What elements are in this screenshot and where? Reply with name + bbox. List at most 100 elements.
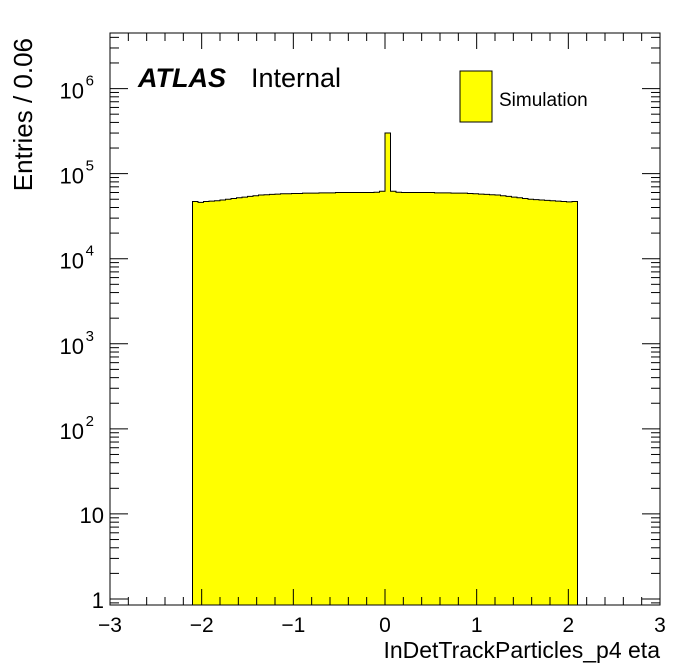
y-tick-exponent: 2 (86, 413, 94, 430)
histogram-bar (280, 193, 287, 605)
histogram-bar (495, 195, 501, 605)
histogram-bar (440, 192, 446, 605)
histogram-bar (236, 197, 243, 606)
histogram-bar (275, 194, 281, 605)
atlas-label: ATLAS (137, 63, 226, 93)
histogram-bar (385, 133, 391, 606)
histogram-bar (484, 194, 490, 606)
histogram-bar (242, 197, 248, 605)
y-tick-exponent: 4 (86, 243, 94, 260)
y-tick-label: 10 (60, 419, 84, 444)
y-tick-exponent: 3 (86, 328, 94, 345)
histogram-bar (335, 192, 342, 606)
histogram-bar (445, 192, 452, 605)
histogram-bar (225, 199, 232, 606)
y-tick-exponent: 5 (86, 158, 94, 175)
histogram-outline (192, 132, 578, 605)
histogram-bar (401, 192, 408, 606)
x-tick-label: 2 (562, 614, 574, 637)
histogram-bar (352, 192, 358, 606)
histogram-bar (247, 196, 254, 606)
histogram-bar (478, 194, 485, 605)
histogram-bar (467, 193, 474, 605)
y-tick-label: 1 (92, 588, 104, 613)
x-tick-label: 0 (379, 614, 391, 637)
histogram-bar (341, 192, 347, 606)
legend-swatch-simulation (459, 70, 493, 123)
histogram-bar (555, 201, 562, 606)
x-tick-label: −3 (98, 614, 122, 637)
histogram-bar (258, 195, 265, 605)
histogram-bar (434, 192, 441, 605)
histogram-bar (363, 192, 369, 606)
histogram-bar (528, 199, 534, 606)
histogram-bar (500, 195, 507, 605)
histogram-bar (346, 192, 353, 606)
histogram-bar (550, 200, 556, 605)
histogram-bar (522, 198, 529, 605)
histogram-bars (192, 132, 578, 606)
histogram-bar (297, 193, 303, 605)
histogram-bar (511, 197, 518, 605)
histogram-bar (319, 192, 325, 605)
histogram-bar (214, 200, 221, 605)
histogram-bar (220, 199, 226, 605)
histogram-bar (264, 194, 270, 605)
y-tick-label: 10 (60, 164, 84, 189)
x-tick-label: −2 (190, 614, 214, 637)
histogram-bar (203, 201, 210, 605)
legend-label-simulation: Simulation (499, 90, 588, 111)
x-tick-label: 1 (471, 614, 483, 637)
histogram-bar (561, 201, 567, 605)
histogram-bar (286, 193, 292, 605)
histogram-bar (379, 191, 386, 605)
histogram-bar (407, 192, 413, 606)
histogram-bar (198, 202, 204, 605)
histogram-bar (412, 192, 419, 606)
legend: Simulation (459, 70, 588, 123)
histogram-bar (308, 193, 314, 605)
x-tick-labels: −3 −2 −1 0 1 2 3 (98, 614, 666, 637)
y-tick-label: 10 (60, 334, 84, 359)
histogram-bar (357, 192, 364, 606)
histogram-bar (192, 201, 199, 605)
histogram-bar (462, 193, 468, 605)
y-tick-exponent: 6 (86, 73, 94, 90)
histogram-bar (572, 201, 578, 605)
histogram-bar (533, 199, 540, 605)
histogram-bar (231, 198, 237, 605)
histogram-bar (209, 201, 215, 606)
atlas-status-label: Internal (251, 63, 341, 93)
histogram-bar (253, 195, 259, 605)
y-tick-label: 10 (60, 249, 84, 274)
histogram-bar (429, 192, 435, 606)
histogram-bar (269, 194, 276, 606)
histogram-bar (418, 192, 424, 606)
histogram-bar (456, 193, 463, 605)
histogram-bar (489, 194, 496, 605)
histogram-bar (544, 200, 551, 605)
histogram-bar (368, 192, 375, 606)
histogram-bar (396, 192, 402, 605)
histogram-bar (330, 192, 336, 605)
histogram-bar (473, 193, 479, 605)
x-tick-label: −1 (281, 614, 305, 637)
histogram-bar (506, 196, 512, 606)
histogram-bar (324, 192, 331, 605)
y-tick-label: 10 (60, 79, 84, 104)
y-axis-label: Entries / 0.06 (8, 38, 38, 191)
y-tick-label: 10 (80, 503, 104, 528)
histogram-bar (302, 193, 309, 605)
histogram-bar (374, 192, 380, 605)
histogram-bar (423, 192, 430, 606)
histogram-bar (291, 193, 298, 605)
histogram-bar (390, 191, 397, 605)
histogram-bar (313, 193, 320, 605)
x-axis-label: InDetTrackParticles_p4 eta (383, 637, 660, 663)
histogram-bar (451, 193, 457, 605)
histogram-bar (539, 199, 545, 605)
histogram-bar (566, 201, 573, 605)
histogram-bar (517, 197, 523, 606)
